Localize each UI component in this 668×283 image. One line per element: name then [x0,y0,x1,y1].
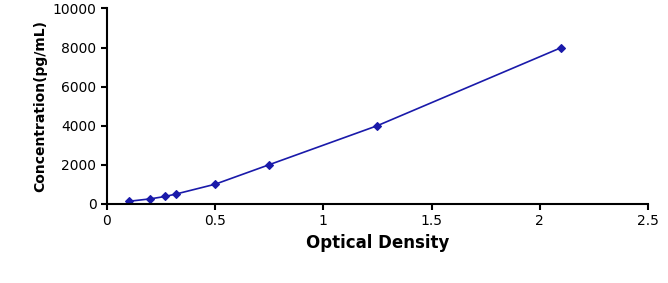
Y-axis label: Concentration(pg/mL): Concentration(pg/mL) [33,20,47,192]
X-axis label: Optical Density: Optical Density [306,234,449,252]
